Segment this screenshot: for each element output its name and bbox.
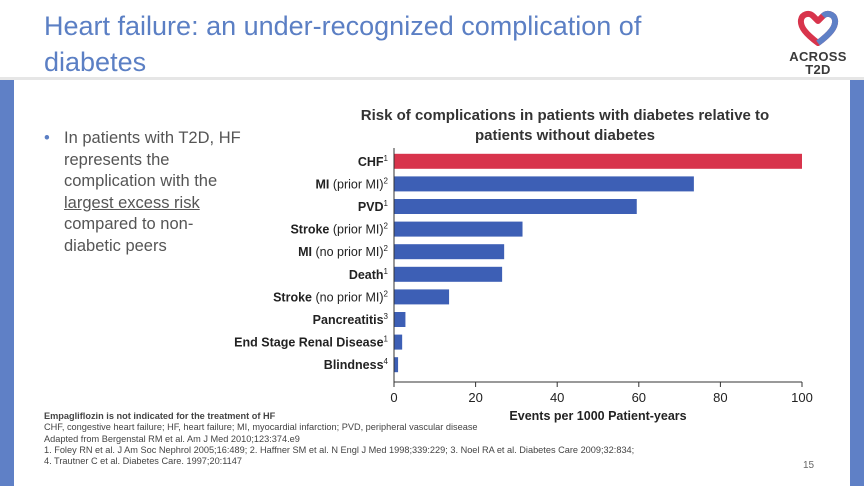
category-label-8: End Stage Renal Disease1 <box>234 335 388 350</box>
bullet-text-underlined: largest excess risk <box>64 193 200 212</box>
logo-line-2: T2D <box>805 62 831 77</box>
category-label-7: Pancreatitis3 <box>313 312 389 327</box>
category-label-1: MI (prior MI)2 <box>315 176 388 191</box>
footnote-adapted: Adapted from Bergenstal RM et al. Am J M… <box>44 433 300 444</box>
logo-line-1: ACROSS <box>789 49 847 64</box>
category-label-2: PVD1 <box>358 199 389 214</box>
category-label-0: CHF1 <box>358 154 389 169</box>
left-accent-bar <box>0 80 14 486</box>
x-tick-label-4: 80 <box>713 390 727 405</box>
page-number: 15 <box>803 460 815 471</box>
chart-title: Risk of complications in patients with d… <box>360 107 770 144</box>
footnotes: Empagliflozin is not indicated for the t… <box>44 411 804 467</box>
bar-chart: CHF1 MI (prior MI)2 PVD1 Stroke (prior MI)2… <box>234 148 813 423</box>
bar-9 <box>394 357 399 373</box>
bar-2 <box>394 199 637 214</box>
x-tick-label-1: 20 <box>468 390 482 405</box>
bar-0 <box>394 153 802 169</box>
bar-7 <box>394 312 406 327</box>
bar-4 <box>394 244 505 260</box>
heart-logo-icon <box>797 10 839 46</box>
bar-1 <box>394 176 694 192</box>
header-divider <box>0 77 864 80</box>
bar-3 <box>394 221 523 237</box>
bullet-text-start: In patients with T2D, HF represents the … <box>64 129 241 190</box>
bullet-text-end: compared to non-diabetic peers <box>64 215 194 255</box>
footnote-references-2: 4. Trautner C et al. Diabetes Care. 1997… <box>44 456 242 467</box>
across-t2d-logo: ACROSS T2D <box>786 10 850 76</box>
header-band <box>0 0 864 78</box>
footnote-disclaimer: Empagliflozin is not indicated for the t… <box>44 411 276 421</box>
x-tick-label-0: 0 <box>390 390 397 405</box>
right-accent-bar <box>850 80 864 486</box>
footnote-references-1: 1. Foley RN et al. J Am Soc Nephrol 2005… <box>44 444 635 455</box>
category-label-5: Death1 <box>349 267 389 282</box>
category-label-6: Stroke (no prior MI)2 <box>273 289 388 304</box>
footnote-abbreviations: CHF, congestive heart failure; HF, heart… <box>44 422 478 433</box>
x-tick-label-5: 100 <box>791 390 813 405</box>
x-tick-label-3: 60 <box>632 390 646 405</box>
category-label-4: MI (no prior MI)2 <box>298 244 388 259</box>
slide-title: Heart failure: an under-recognized compl… <box>44 11 642 77</box>
category-label-3: Stroke (prior MI)2 <box>290 222 388 237</box>
x-tick-label-2: 40 <box>550 390 564 405</box>
bar-6 <box>394 289 450 305</box>
x-axis-title: Events per 1000 Patient-years <box>509 409 686 423</box>
bullet-marker: • <box>44 129 50 147</box>
category-label-9: Blindness4 <box>324 357 389 372</box>
bullet-item: In patients with T2D, HF represents the … <box>64 128 249 257</box>
bar-8 <box>394 334 403 350</box>
bar-5 <box>394 266 503 282</box>
